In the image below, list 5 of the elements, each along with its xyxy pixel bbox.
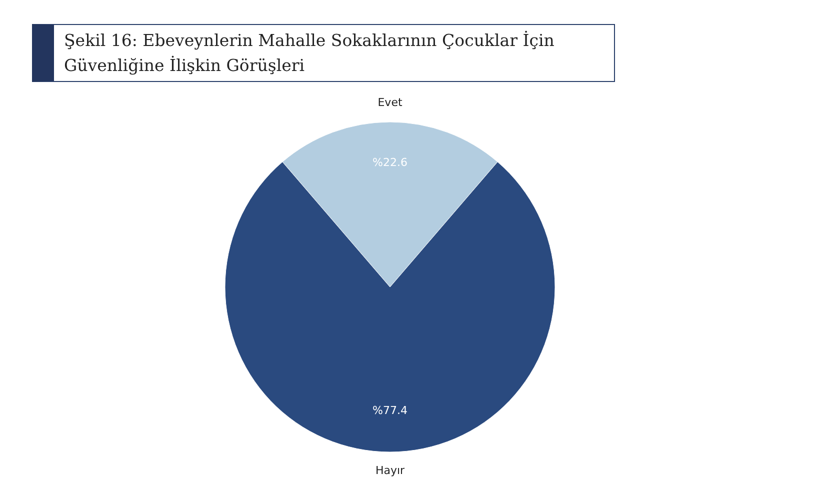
slice-label: Evet	[378, 96, 403, 109]
data-label: %22.6	[372, 156, 408, 169]
chart-title: Şekil 16: Ebeveynlerin Mahalle Sokaklarının Çocuklar İçin Güvenliğine İlişkin Görüşleri	[32, 24, 615, 82]
data-label: %77.4	[372, 404, 408, 417]
slice-label: Hayır	[375, 464, 406, 477]
